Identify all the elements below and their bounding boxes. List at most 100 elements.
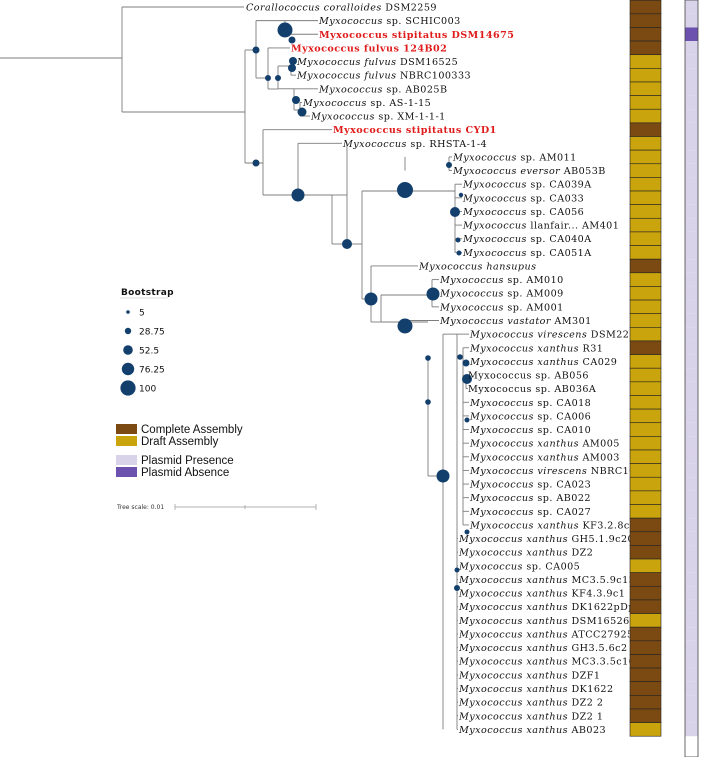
assembly-cell <box>629 558 662 573</box>
taxon-label: Myxococcus sp. CA056 <box>462 207 584 218</box>
legend: Bootstrap 5 28.75 52.5 76.25 100 Complete As… <box>116 288 243 479</box>
assembly-cell <box>629 722 662 737</box>
assembly-cell <box>629 449 662 464</box>
bootstrap-node <box>462 359 470 367</box>
taxon-label: Myxococcus sp. AB025B <box>318 84 447 95</box>
plasmid-strip-border <box>684 0 699 757</box>
plasmid-cell <box>685 354 698 369</box>
assembly-cell <box>629 13 662 28</box>
bootstrap-node <box>252 159 260 167</box>
assembly-cell <box>629 640 662 655</box>
taxon-label: Myxococcus xanthus DZ2 <box>458 548 593 559</box>
assembly-cell <box>629 681 662 696</box>
bootstrap-legend-circle <box>123 345 133 355</box>
assembly-cell <box>629 463 662 478</box>
assembly-cell <box>629 545 662 560</box>
taxon-label: Myxococcus xanthus GH5.1.9c20 <box>458 534 634 545</box>
tree-scale: Tree scale: 0.01 <box>116 504 317 511</box>
bootstrap-node <box>289 57 297 65</box>
assembly-cell <box>629 476 662 492</box>
taxon-label: Myxococcus sp. AS-1-15 <box>302 98 431 109</box>
assembly-cell <box>629 95 662 110</box>
assembly-cell <box>629 585 662 601</box>
bootstrap-node <box>462 374 472 384</box>
plasmid-cell <box>685 163 698 178</box>
taxon-label: Myxococcus xanthus KF3.2.8c11 <box>469 520 643 531</box>
bootstrap-legend-circle <box>120 380 136 396</box>
assembly-cell <box>629 572 662 587</box>
taxon-label: Myxococcus llanfair... AM401 <box>462 221 619 232</box>
plasmid-cell <box>685 463 698 478</box>
taxon-label: Myxococcus xanthus R31 <box>469 343 603 354</box>
bootstrap-node <box>252 46 260 54</box>
bootstrap-node <box>454 567 460 573</box>
bootstrap-node <box>292 96 300 104</box>
plasmid-cell <box>685 0 698 14</box>
draft-assembly-label: Draft Assembly <box>141 436 219 448</box>
bootstrap-legend-circle <box>126 310 130 314</box>
plasmid-cell <box>685 545 698 560</box>
bootstrap-legend-scale: 5 28.75 52.5 76.25 100 <box>120 309 165 396</box>
assembly-cell <box>629 327 662 342</box>
taxon-label: Myxococcus xanthus MC3.5.9c15 <box>458 575 635 586</box>
bootstrap-nodes <box>252 22 472 591</box>
taxon-label: Myxococcus sp. CA051A <box>462 248 592 259</box>
plasmid-cell <box>685 518 698 532</box>
assembly-cell <box>629 667 662 683</box>
bootstrap-legend-value: 76.25 <box>139 366 165 376</box>
taxon-label: Myxococcus xanthus ATCC27925 <box>458 629 634 640</box>
plasmid-cell <box>685 681 698 696</box>
taxon-label: Myxococcus xanthus DZ2 2 <box>458 698 603 709</box>
bootstrap-node <box>426 287 440 301</box>
taxon-label: Myxococcus sp. CA005 <box>458 561 580 572</box>
taxon-label: Myxococcus sp. CA023 <box>469 480 591 491</box>
taxon-label: Myxococcus xanthus DSM16526 <box>458 616 630 627</box>
assembly-cell <box>629 272 662 287</box>
assembly-status-strip <box>629 0 662 737</box>
plasmid-cell <box>685 531 698 546</box>
assembly-cell <box>629 408 662 424</box>
taxon-label: Myxococcus xanthus MC3.3.5c16 <box>458 657 635 668</box>
taxon-label: Myxococcus vastator AM301 <box>439 316 592 327</box>
plasmid-cell <box>685 340 698 355</box>
taxon-label: Myxococcus xanthus DK1622pDp <box>458 602 635 613</box>
plasmid-cell <box>685 627 698 641</box>
assembly-cell <box>629 217 662 233</box>
assembly-cell <box>629 313 662 328</box>
taxon-label: Myxococcus xanthus GH3.5.6c2 <box>458 643 628 654</box>
plasmid-cell <box>685 109 698 123</box>
plasmid-cell <box>685 54 698 69</box>
plasmid-cell <box>685 708 698 723</box>
bootstrap-legend-value: 5 <box>139 309 145 319</box>
assembly-cell <box>629 395 662 410</box>
bootstrap-legend-title: Bootstrap <box>121 288 174 298</box>
plasmid-presence-swatch <box>116 455 137 465</box>
taxon-label: Corallococcus coralloides DSM2259 <box>246 3 437 14</box>
plasmid-status-strip <box>684 0 699 757</box>
plasmid-cell <box>685 477 698 491</box>
assembly-cell <box>629 422 662 437</box>
assembly-cell <box>629 531 662 546</box>
bootstrap-node <box>464 529 470 535</box>
taxon-label: Myxococcus xanthus DK1622 <box>458 684 614 695</box>
bootstrap-node <box>265 75 271 81</box>
assembly-cell <box>629 354 662 369</box>
assembly-cell <box>629 54 662 69</box>
taxon-label: Myxococcus sp. RHSTA-1-4 <box>342 139 487 150</box>
assembly-cell <box>629 163 662 178</box>
plasmid-cell <box>685 368 698 382</box>
plasmid-cell <box>685 572 698 587</box>
assembly-cell <box>629 599 662 614</box>
plasmid-cell <box>685 204 698 219</box>
taxon-label: Myxococcus sp. SCHIC003 <box>318 16 461 27</box>
bootstrap-node <box>297 107 307 117</box>
assembly-cell <box>629 204 662 219</box>
bootstrap-node <box>457 354 463 360</box>
assembly-cell <box>629 245 662 260</box>
plasmid-cell <box>685 272 698 287</box>
assembly-cell <box>629 436 662 451</box>
bootstrap-node <box>425 399 431 405</box>
taxon-label: Myxococcus sp. AM010 <box>439 275 564 286</box>
bootstrap-legend-value: 100 <box>139 385 156 395</box>
